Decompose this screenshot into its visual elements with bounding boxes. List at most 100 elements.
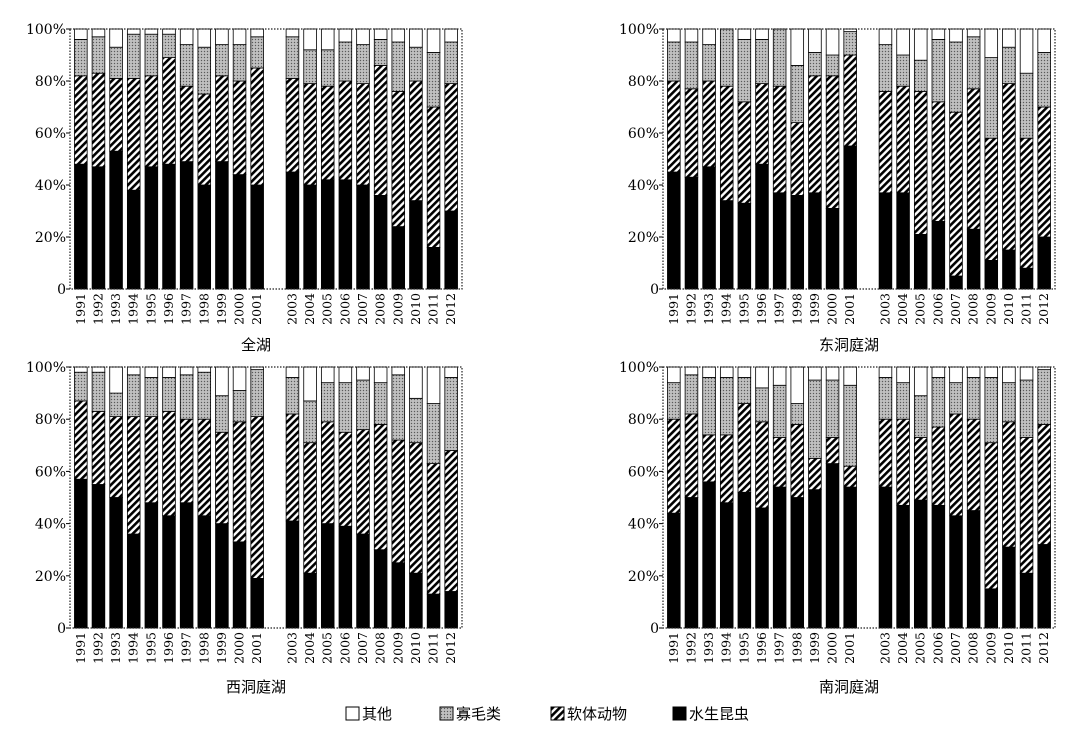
x-tick-label: 2009 [983, 632, 998, 664]
bar-segment-oligochaetes [215, 44, 229, 77]
bar-segment-mollusks [1037, 106, 1051, 238]
bar-segment-mollusks [843, 465, 857, 488]
bar-segment-mollusks [320, 85, 335, 181]
legend-item-aquatic-insects: 水生昆虫 [672, 705, 749, 723]
x-tick-label: 1992 [683, 293, 698, 325]
bar-segment-aquatic-insects [126, 533, 141, 629]
bar-segment-oligochaetes [966, 377, 981, 420]
bar-segment-others [373, 28, 388, 40]
x-tick-label: 1994 [719, 632, 734, 664]
legend-swatch-oligochaetes [439, 706, 454, 721]
bar-segment-oligochaetes [179, 44, 194, 87]
bar-segment-mollusks [737, 403, 752, 493]
bar-segment-oligochaetes [896, 382, 910, 420]
bar-segment-aquatic-insects [426, 246, 441, 290]
bar-segment-oligochaetes [232, 44, 247, 82]
x-tick-label: 2011 [1019, 632, 1034, 664]
bar-segment-oligochaetes [1002, 46, 1016, 85]
bar-segment-aquatic-insects [320, 179, 335, 290]
x-tick-label: 2009 [390, 293, 405, 325]
bar-segment-mollusks [109, 78, 123, 152]
bar-segment-others [755, 28, 769, 40]
bar-segment-mollusks [913, 91, 928, 235]
chart-panel-4: 020%40%60%80%100%1991 1992 1993 1994 1995 199… [619, 360, 1056, 696]
bar-segment-oligochaetes [1037, 369, 1051, 425]
bar-segment-others [126, 28, 141, 35]
bar-segment-others [667, 366, 681, 384]
bar-segment-others [338, 366, 353, 384]
bar-segment-others [303, 366, 317, 402]
bar-segment-aquatic-insects [702, 481, 716, 629]
bar-segment-others [391, 28, 406, 43]
bar-segment-oligochaetes [91, 36, 106, 74]
bar-segment-oligochaetes [232, 390, 247, 423]
x-tick-label: 1996 [754, 293, 769, 325]
bar-segment-aquatic-insects [126, 189, 141, 290]
x-tick-label: 1997 [772, 293, 787, 325]
y-tick-label: 100% [619, 22, 659, 38]
bar-segment-aquatic-insects [197, 515, 212, 629]
x-tick-label: 2003 [284, 632, 299, 664]
bar-segment-mollusks [1019, 437, 1034, 574]
bar-segment-mollusks [790, 424, 805, 498]
bar-segment-oligochaetes [444, 377, 458, 451]
bar-segment-aquatic-insects [667, 512, 681, 629]
bar-segment-mollusks [409, 442, 423, 574]
bar-segment-others [320, 28, 335, 51]
x-tick-label: 2004 [895, 632, 910, 664]
bar-segment-aquatic-insects [74, 163, 88, 290]
bar-segment-aquatic-insects [285, 171, 300, 290]
x-tick-label: 1995 [736, 632, 751, 664]
bar-segment-others [737, 366, 752, 378]
bar-segment-mollusks [215, 431, 229, 524]
bar-segment-mollusks [913, 437, 928, 501]
x-tick-label: 2012 [443, 293, 458, 325]
bar-segment-others [356, 366, 370, 381]
legend-item-others: 其他 [345, 705, 392, 723]
bar-segment-aquatic-insects [684, 497, 699, 629]
bar-segment-mollusks [338, 80, 353, 181]
x-tick-label: 1995 [736, 293, 751, 325]
bar-segment-aquatic-insects [931, 220, 946, 290]
bar-segment-mollusks [144, 75, 159, 168]
bar-segment-mollusks [320, 421, 335, 524]
x-tick-label: 2008 [966, 632, 981, 664]
bar-segment-others [250, 28, 264, 38]
bar-segment-oligochaetes [667, 382, 681, 420]
bar-segment-mollusks [719, 434, 734, 504]
x-tick-label: 1999 [214, 293, 229, 325]
legend-item-mollusks: 软体动物 [550, 705, 627, 723]
bar-segment-others [409, 366, 423, 399]
y-tick-label: 0 [57, 282, 66, 298]
x-tick-label: 2001 [842, 293, 857, 325]
bar-segment-oligochaetes [74, 371, 88, 402]
x-tick-label: 2005 [913, 293, 928, 325]
bar-segment-others [843, 366, 857, 386]
bar-segment-others [966, 28, 981, 38]
bar-segment-oligochaetes [808, 52, 822, 77]
bar-segment-others [197, 366, 212, 373]
bar-segment-mollusks [878, 91, 893, 194]
panel-title: 全湖 [241, 336, 271, 354]
x-tick-label: 2008 [373, 293, 388, 325]
x-tick-label: 2007 [355, 293, 370, 325]
bar-segment-others [913, 28, 928, 61]
bar-segment-mollusks [984, 137, 999, 261]
bar-segment-others [232, 28, 247, 46]
y-tick-label: 40% [628, 517, 659, 533]
bar-segment-aquatic-insects [843, 145, 857, 290]
x-tick-label: 1993 [701, 632, 716, 664]
bar-segment-mollusks [737, 101, 752, 204]
bar-segment-oligochaetes [338, 382, 353, 433]
y-tick-label: 60% [35, 464, 66, 480]
bar-segment-aquatic-insects [144, 502, 159, 629]
chart-panel-1: 020%40%60%80%100%1991 1992 1993 1994 1995 199… [26, 22, 463, 354]
bar-segment-aquatic-insects [737, 202, 752, 290]
bar-segment-mollusks [409, 80, 423, 201]
bar-segment-aquatic-insects [755, 507, 769, 629]
bar-segment-oligochaetes [250, 369, 264, 417]
x-tick-label: 2012 [1036, 632, 1051, 664]
bar-segment-mollusks [285, 78, 300, 173]
x-tick-label: 1997 [179, 632, 194, 664]
x-tick-label: 1992 [90, 293, 105, 325]
